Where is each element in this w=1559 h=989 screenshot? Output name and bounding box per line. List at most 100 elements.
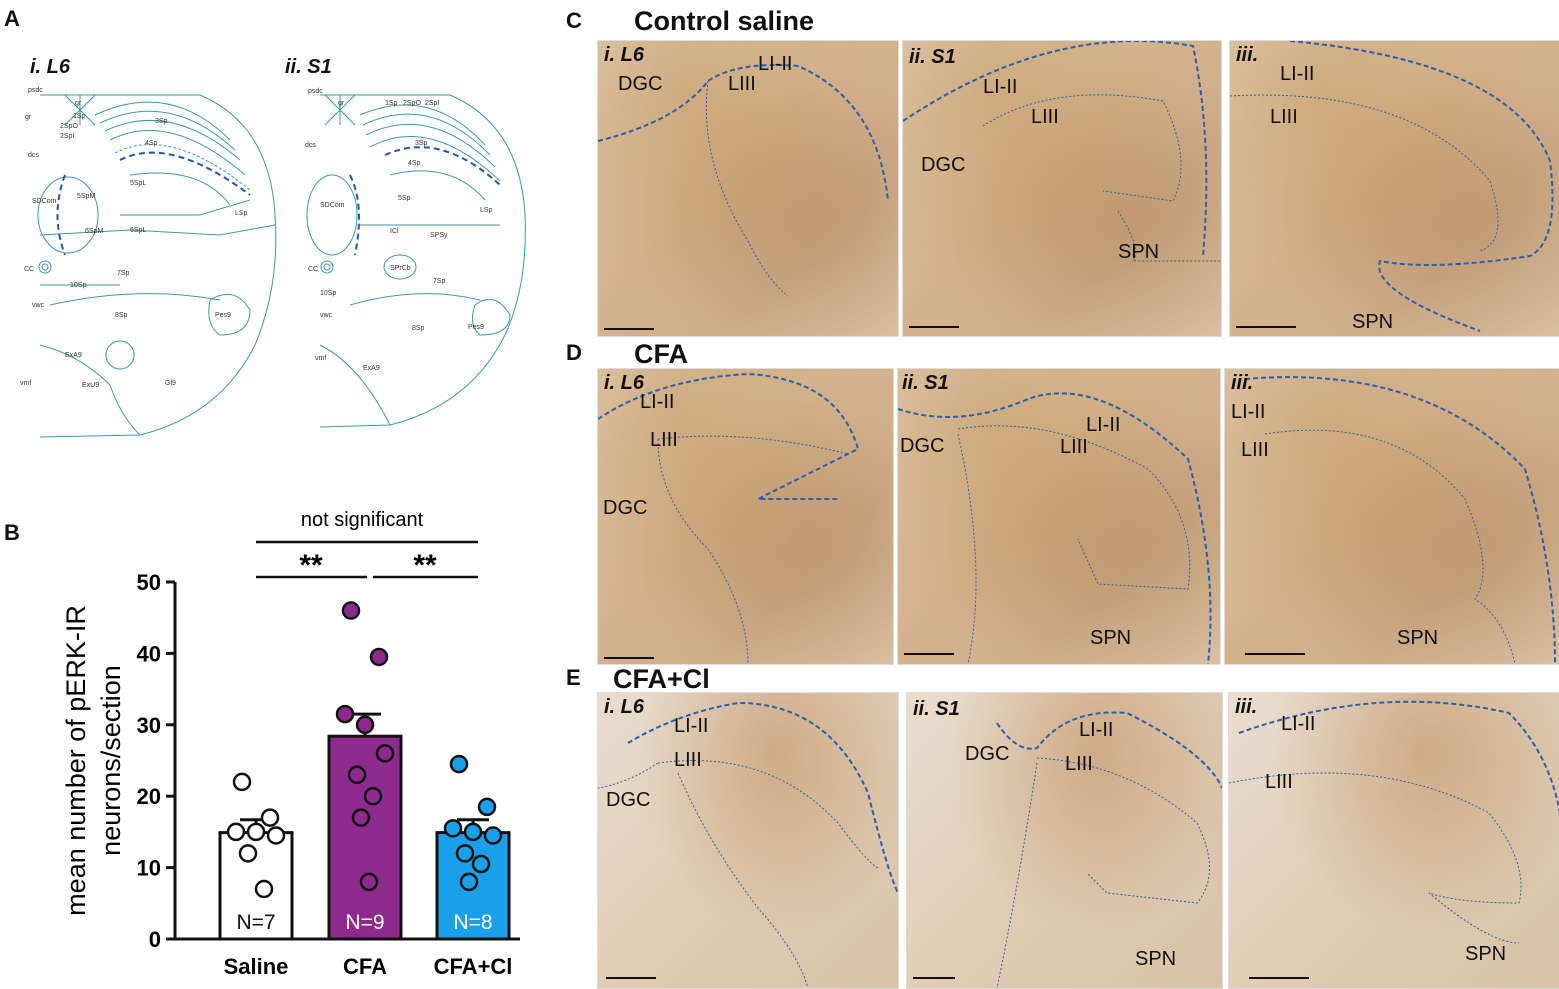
row-title-control-saline: Control saline [634, 6, 815, 36]
micrograph-label: LIII [1265, 771, 1293, 793]
panel-letter-d: D [566, 340, 582, 365]
svg-text:1Sp: 1Sp [385, 100, 398, 107]
scale-bar [1245, 653, 1305, 655]
micrograph-label: SPN [1352, 311, 1394, 333]
svg-text:2SpI: 2SpI [60, 133, 74, 140]
significance-label: ** [299, 549, 323, 582]
data-point [463, 822, 483, 842]
svg-text:SDCom: SDCom [320, 202, 345, 209]
bar-count-label: N=7 [236, 911, 275, 934]
svg-text:psdc: psdc [28, 87, 43, 94]
micrograph-label: LIII [1270, 106, 1298, 128]
scale-bar [1249, 977, 1309, 979]
y-tick-label: 40 [137, 641, 161, 666]
svg-text:vmf: vmf [20, 380, 31, 387]
scale-bar [606, 977, 656, 979]
svg-text:ExU9: ExU9 [82, 382, 99, 389]
micrograph-label: LIII [1241, 439, 1269, 461]
micrograph-d-s1: ii. S1 DGC LI-II LIII SPN [897, 368, 1221, 665]
micrograph-tag: ii. S1 [909, 46, 956, 68]
y-tick-label: 20 [137, 784, 161, 809]
micrograph-tag: iii. [1236, 44, 1259, 66]
micrograph-label: LI-II [1079, 719, 1114, 741]
svg-text:Pes9: Pes9 [468, 324, 484, 331]
micrograph-label: LI-II [1280, 63, 1315, 85]
svg-text:2SpO: 2SpO [403, 100, 421, 107]
bar-count-label: N=9 [345, 911, 384, 934]
atlas-drawing-l6: psdc gr gr 1Sp 2SpO 2SpI 3Sp 4Sp dcs SDCom 5SpM… [20, 87, 277, 438]
svg-text:ExA9: ExA9 [363, 365, 380, 372]
data-point [455, 844, 475, 863]
svg-text:ICl: ICl [390, 228, 399, 235]
micrograph-label: LIII [650, 429, 678, 451]
data-point [443, 819, 463, 838]
svg-text:Gl9: Gl9 [165, 380, 176, 387]
micrograph-tag: ii. S1 [902, 372, 949, 394]
scale-bar [904, 653, 954, 655]
micrograph-label: LIII [1031, 106, 1059, 128]
svg-text:dcs: dcs [305, 142, 316, 149]
bar-count-label: N=8 [453, 911, 492, 934]
svg-text:3Sp: 3Sp [155, 118, 168, 125]
micrograph-e-s1: ii. S1 DGC LI-II LIII SPN [906, 692, 1223, 989]
micrograph-c-l6: i. L6 DGC LI-II LIII [597, 40, 899, 337]
micrograph-d-iii: iii. LI-II LIII SPN [1224, 368, 1559, 665]
svg-text:4Sp: 4Sp [145, 140, 158, 147]
micrograph-label: LI-II [640, 391, 675, 413]
svg-text:10Sp: 10Sp [70, 282, 86, 289]
micrograph-tag: i. L6 [604, 696, 645, 718]
micrograph-label: SPN [1090, 627, 1132, 649]
row-title-cfa: CFA [634, 339, 688, 369]
scale-bar [909, 326, 959, 328]
micrograph-label: DGC [965, 743, 1010, 765]
svg-text:vwc: vwc [320, 312, 333, 319]
micrograph-label: LI-II [758, 53, 793, 75]
svg-text:LSp: LSp [235, 210, 248, 217]
data-point [471, 854, 491, 874]
significance-label: ** [413, 549, 437, 582]
micrograph-label: SPN [1397, 627, 1439, 649]
data-point [335, 704, 355, 724]
svg-text:4Sp: 4Sp [408, 160, 421, 167]
svg-text:psdc: psdc [308, 88, 323, 95]
micrograph-label: SPN [1135, 948, 1177, 970]
data-point [232, 772, 252, 792]
micrograph-label: DGC [618, 73, 663, 95]
micrograph-label: LIII [674, 749, 702, 771]
data-point [226, 822, 246, 842]
atlas-title-s1: ii. S1 [285, 56, 332, 78]
data-point [246, 822, 266, 842]
micrograph-label: DGC [900, 435, 945, 457]
y-tick-label: 50 [137, 570, 161, 595]
significance-label: not significant [301, 509, 424, 531]
svg-text:5SpM: 5SpM [77, 193, 95, 200]
micrograph-d-l6: i. L6 LI-II LIII DGC [597, 368, 894, 665]
svg-text:10Sp: 10Sp [320, 290, 336, 297]
panel-letter-a: A [4, 6, 20, 31]
micrograph-tag: i. L6 [604, 372, 645, 394]
data-point [477, 797, 497, 817]
svg-text:8Sp: 8Sp [115, 312, 128, 319]
svg-text:1Sp: 1Sp [73, 113, 86, 120]
micrograph-label: SPN [1118, 241, 1160, 263]
micrograph-label: DGC [603, 497, 648, 519]
data-point [369, 647, 389, 667]
micrograph-label: LI-II [983, 76, 1018, 98]
micrograph-label: DGC [606, 789, 651, 811]
scale-bar [604, 657, 654, 659]
svg-text:SDCom: SDCom [32, 198, 57, 205]
svg-text:3Sp: 3Sp [415, 140, 428, 147]
category-label: CFA+Cl [434, 954, 513, 979]
svg-text:6SpM: 6SpM [85, 228, 103, 235]
svg-text:7Sp: 7Sp [117, 270, 130, 277]
category-label: Saline [224, 954, 289, 979]
bar-cfa [327, 734, 403, 941]
svg-text:dcs: dcs [28, 152, 39, 159]
svg-text:gr: gr [25, 114, 32, 121]
atlas-title-l6: i. L6 [30, 56, 71, 78]
svg-text:ExA9: ExA9 [65, 352, 82, 359]
micrograph-tag: i. L6 [604, 44, 645, 66]
svg-text:7Sp: 7Sp [433, 278, 446, 285]
micrograph-tag: ii. S1 [913, 698, 960, 720]
panel-letter-c: C [566, 8, 582, 33]
